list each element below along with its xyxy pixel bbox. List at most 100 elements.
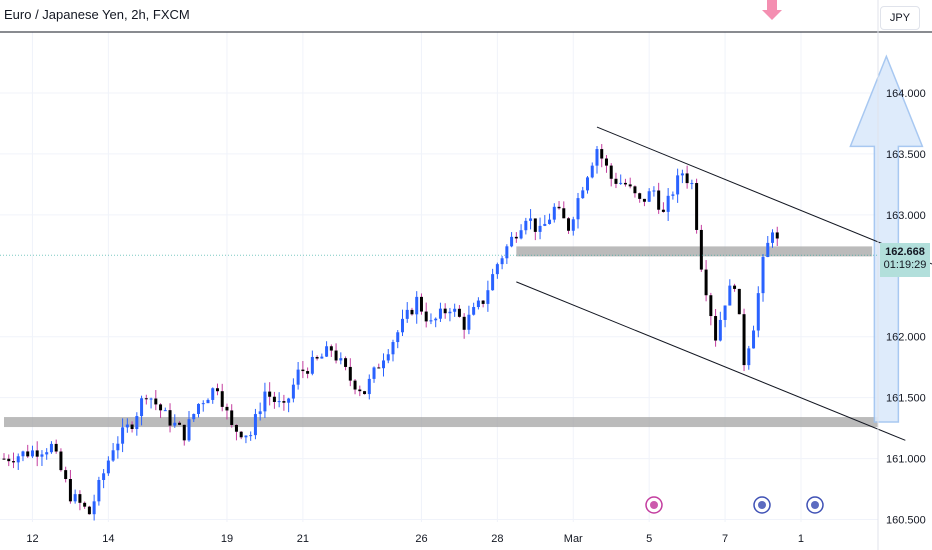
currency-selector[interactable]: JPY: [880, 6, 920, 30]
candle-body: [83, 502, 87, 507]
candle-body: [296, 369, 300, 385]
candle-body: [685, 173, 689, 184]
candle-body: [486, 290, 490, 304]
candle-body: [514, 236, 518, 239]
calendar-event-icon[interactable]: [753, 496, 771, 514]
y-tick-label: 163.500: [886, 149, 926, 161]
candle-body: [438, 308, 442, 319]
candle-body: [476, 300, 480, 308]
candle-body: [524, 220, 528, 231]
y-tick-label: 161.000: [886, 454, 926, 466]
support-zone[interactable]: [516, 246, 873, 257]
candle-body: [557, 206, 561, 209]
candle-body: [149, 398, 153, 400]
candle-body: [386, 354, 390, 361]
candle-body: [144, 398, 148, 400]
candle-body: [253, 414, 257, 436]
candle-body: [135, 416, 139, 430]
x-tick-label: 21: [297, 533, 309, 545]
candle-body: [642, 198, 646, 202]
candle-body: [159, 404, 163, 411]
candle-body: [182, 424, 186, 441]
candle-body: [178, 422, 182, 425]
candle-body: [187, 419, 191, 441]
candle-body: [64, 470, 68, 480]
y-tick-label: 161.500: [886, 393, 926, 405]
candle-body: [481, 300, 485, 304]
last-price-value: 162.668: [885, 246, 925, 258]
candle-body: [671, 194, 675, 196]
y-tick-label: 160.500: [886, 515, 926, 527]
candle-body: [130, 424, 134, 430]
candle-body: [201, 403, 205, 405]
lightning-event-icon[interactable]: [645, 496, 663, 514]
candle-body: [647, 191, 651, 202]
candle-body: [695, 183, 699, 230]
candle-body: [106, 460, 110, 474]
candle-body: [358, 389, 362, 392]
candle-body: [652, 190, 656, 192]
candle-body: [728, 285, 732, 306]
candle-body: [87, 506, 91, 515]
candle-body: [68, 479, 72, 502]
candle-body: [538, 225, 542, 232]
x-tick-label: 1: [798, 533, 804, 545]
calendar-event-icon[interactable]: [806, 496, 824, 514]
candle-body: [225, 406, 229, 411]
candle-body: [424, 311, 428, 322]
candle-body: [244, 435, 248, 438]
candle-body: [628, 184, 632, 187]
x-tick-label: 19: [221, 533, 233, 545]
candle-body: [49, 443, 53, 453]
candle-body: [301, 369, 305, 372]
candle-body: [552, 206, 556, 220]
candle-body: [116, 443, 120, 451]
candle-body: [771, 232, 775, 243]
candle-body: [220, 391, 224, 407]
candle-body: [400, 318, 404, 333]
calendar-event-icon-dot: [811, 501, 819, 509]
candle-body: [234, 424, 238, 432]
candle-body: [491, 274, 495, 291]
candle-body: [315, 356, 319, 359]
candle-body: [737, 288, 741, 315]
candle-body: [154, 398, 158, 405]
candle-body: [11, 461, 15, 463]
candle-body: [306, 371, 310, 374]
support-zone[interactable]: [4, 417, 878, 428]
candle-body: [529, 218, 533, 221]
candle-body: [510, 236, 514, 247]
candle-body: [291, 384, 295, 399]
candle-body: [396, 332, 400, 343]
candle-body: [377, 367, 381, 369]
candle-body: [680, 173, 684, 176]
candle-body: [277, 401, 281, 403]
candle-body: [505, 246, 509, 259]
candle-body: [714, 316, 718, 341]
candle-body: [230, 410, 234, 425]
candle-body: [434, 318, 438, 321]
candle-body: [600, 149, 604, 159]
candle-body: [372, 367, 376, 379]
candle-body: [163, 410, 167, 412]
candle-body: [429, 320, 433, 322]
candle-body: [543, 223, 547, 226]
candle-body: [26, 451, 30, 457]
candle-body: [761, 257, 765, 294]
candle-body: [310, 356, 314, 374]
channel-trendline[interactable]: [596, 126, 932, 298]
candle-body: [548, 219, 552, 224]
projection-arrow[interactable]: [849, 54, 924, 423]
y-tick-label: 164.000: [886, 88, 926, 100]
candle-body: [752, 330, 756, 349]
x-tick-label: 12: [26, 533, 38, 545]
candle-body: [282, 401, 286, 403]
channel-trendline[interactable]: [516, 281, 906, 441]
candle-body: [699, 229, 703, 270]
candle-body: [59, 451, 63, 471]
candle-body: [495, 264, 499, 275]
candle-body: [657, 190, 661, 210]
candle-body: [173, 422, 177, 426]
candle-body: [443, 308, 447, 314]
